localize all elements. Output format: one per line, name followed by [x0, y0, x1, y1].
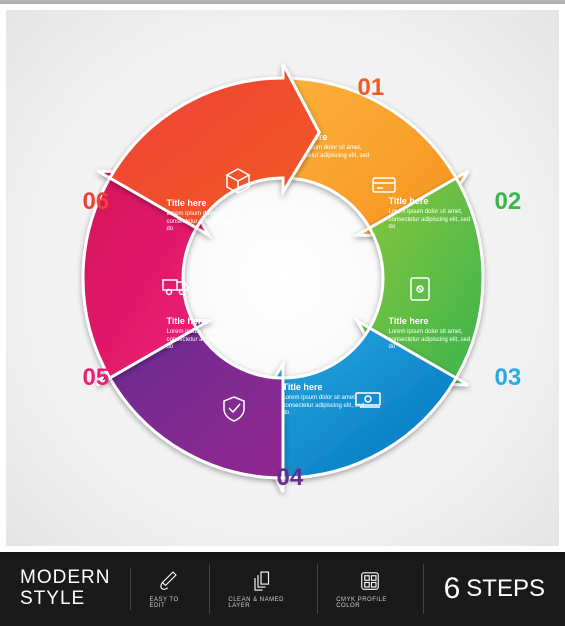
steps-label: STEPS — [466, 575, 545, 603]
segment-body: Lorem ipsum dolor sit amet, consectetur … — [167, 211, 252, 234]
footer-icon-label: EASY TO EDIT — [149, 597, 191, 609]
segment-06 — [73, 68, 493, 488]
brand-line-2: STYLE — [20, 589, 110, 610]
segment-text-06: Title here Lorem ipsum dolor sit amet, co… — [167, 198, 252, 234]
segment-title: Title here — [167, 198, 252, 209]
segment-number-02: 02 — [495, 188, 522, 216]
brand-line-1: MODERN — [20, 568, 110, 589]
footer-bar: MODERN STYLE EASY TO EDIT CLEAN & NAMED L… — [0, 552, 565, 626]
footer-icon-label: CMYK PROFILE COLOR — [336, 597, 404, 609]
arrow-wheel: 01Title hereLorem ipsum dolor sit amet, … — [73, 68, 493, 488]
steps-number: 6 — [444, 572, 461, 606]
footer-swatch-icon: CMYK PROFILE COLOR — [318, 564, 423, 614]
brand-title: MODERN STYLE — [20, 568, 131, 610]
footer-layers-icon: CLEAN & NAMED LAYER — [210, 564, 318, 614]
segment-number-03: 03 — [495, 364, 522, 392]
segment-number-06: 06 — [83, 188, 110, 216]
steps-count: 6 STEPS — [424, 572, 545, 606]
footer-icon-label: CLEAN & NAMED LAYER — [228, 597, 299, 609]
footer-brush-icon: EASY TO EDIT — [131, 564, 210, 614]
cube-icon — [221, 164, 255, 198]
infographic-canvas: 01Title hereLorem ipsum dolor sit amet, … — [0, 4, 565, 552]
